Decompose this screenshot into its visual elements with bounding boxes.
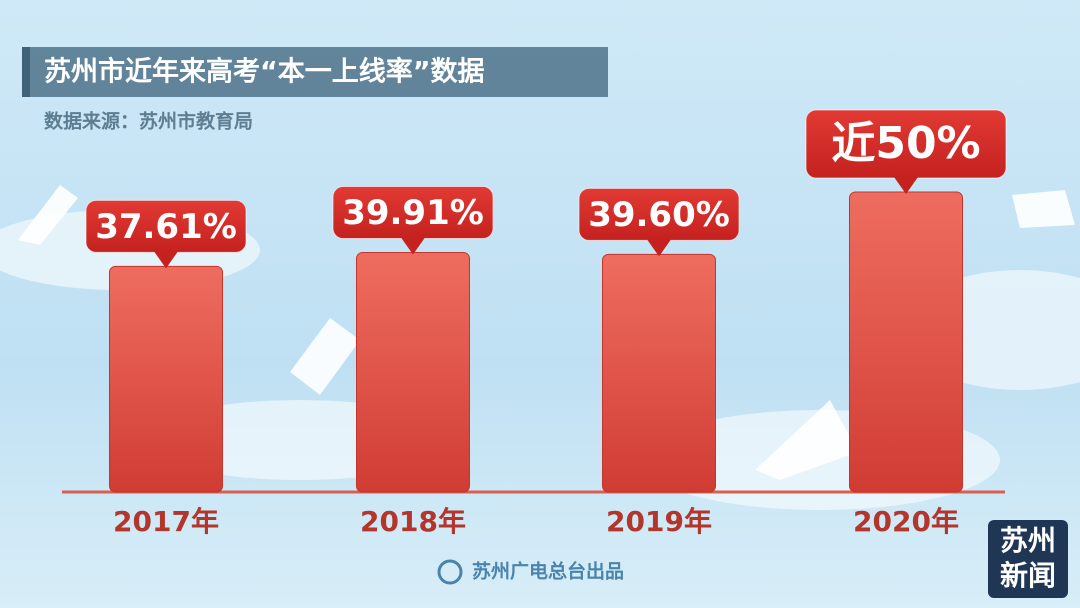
label-pointer [894,177,918,194]
bar [602,253,716,493]
logo-text: 新闻 [1000,559,1056,592]
label-pointer [401,237,425,255]
value-label: 39.60% [588,195,730,235]
value-label: 近50% [831,118,980,169]
x-tick-label: 2020年 [853,505,959,538]
bar [849,191,963,493]
footer: 苏州广电总台出品 [437,559,624,585]
value-label: 39.91% [342,193,484,233]
chart-title: 苏州市近年来高考“本一上线率”数据 [44,56,485,88]
x-tick-label: 2017年 [113,505,219,538]
chart-subtitle: 数据来源：苏州市教育局 [44,110,253,133]
x-tick-label: 2019年 [606,505,712,538]
logo-text: 苏州 [1000,524,1056,557]
footer-text: 苏州广电总台出品 [472,560,624,583]
papers [18,185,1075,480]
bar [109,265,223,493]
x-tick-label: 2018年 [360,505,466,538]
value-label: 37.61% [95,207,237,247]
label-pointer [154,251,178,269]
label-pointer [647,239,671,257]
title-banner [22,47,608,97]
footer-icon [437,559,463,585]
title-accent [22,47,30,97]
bar [356,252,470,493]
logo-box [988,520,1068,598]
